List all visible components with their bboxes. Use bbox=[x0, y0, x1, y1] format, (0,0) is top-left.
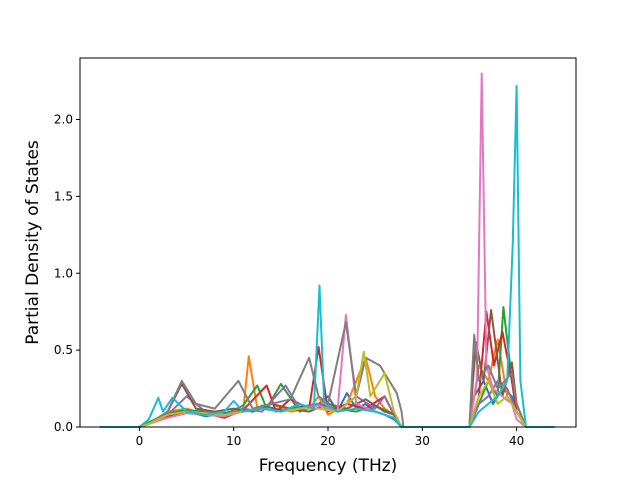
series-layer bbox=[99, 72, 555, 428]
x-axis-ticks: 0 10 20 30 40 bbox=[136, 427, 524, 448]
y-tick-label: 1.5 bbox=[54, 189, 73, 203]
y-axis-label: Partial Density of States bbox=[23, 140, 43, 345]
y-axis-ticks: 0.0 0.5 1.0 1.5 2.0 bbox=[54, 113, 80, 434]
x-tick-label: 10 bbox=[226, 434, 241, 448]
x-tick-label: 30 bbox=[415, 434, 430, 448]
x-tick-label: 0 bbox=[136, 434, 144, 448]
series-line-10 bbox=[99, 84, 555, 428]
y-tick-label: 1.0 bbox=[54, 266, 73, 280]
y-tick-label: 2.0 bbox=[54, 113, 73, 127]
x-axis-label: Frequency (THz) bbox=[259, 456, 398, 476]
x-tick-label: 40 bbox=[509, 434, 524, 448]
y-tick-label: 0.5 bbox=[54, 343, 73, 357]
y-tick-label: 0.0 bbox=[54, 420, 73, 434]
x-tick-label: 20 bbox=[320, 434, 335, 448]
